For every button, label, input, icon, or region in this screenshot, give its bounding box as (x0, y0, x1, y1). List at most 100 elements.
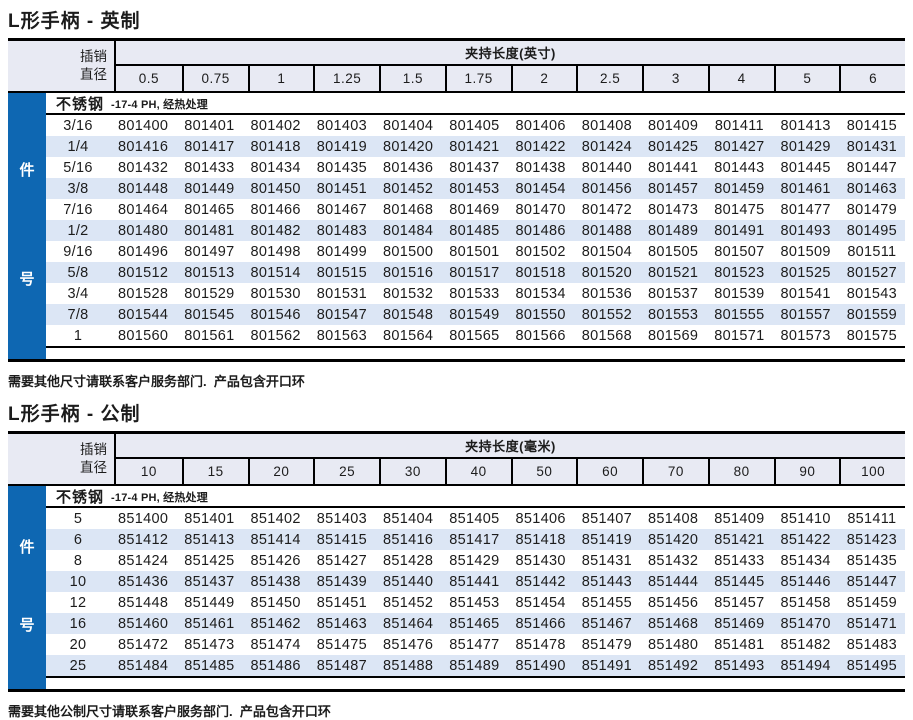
part-number-cell: 851481 (714, 636, 765, 653)
part-number-cell: 801424 (581, 138, 632, 155)
part-number-cell: 851490 (515, 657, 566, 674)
part-number-cell: 801436 (383, 159, 434, 176)
table-rows: 3/16 801400 801401 801402 801403 801404 801405… (46, 115, 905, 346)
part-number-cell: 851454 (515, 594, 566, 611)
pin-header-line1: 插销 (80, 48, 107, 64)
part-number-cell: 801555 (714, 306, 765, 323)
part-number-cell: 801546 (250, 306, 301, 323)
part-number-sidebar: 件 号 (8, 93, 46, 359)
part-number-cell: 851437 (184, 573, 235, 590)
column-header-cell: 70 (642, 459, 708, 484)
part-number-cell: 801512 (118, 264, 169, 281)
part-number-cell: 851420 (648, 531, 699, 548)
part-number-cell: 851426 (250, 552, 301, 569)
part-number-cell: 801544 (118, 306, 169, 323)
part-number-cell: 851418 (515, 531, 566, 548)
footer-note-metric: 需要其他公制尺寸请联系客户服务部门. 产品包含开口环 (8, 704, 331, 719)
clamp-length-header: 夹持长度(英寸) (116, 41, 905, 66)
column-header-cell: 1 (247, 66, 314, 91)
part-number-cell: 801463 (846, 180, 897, 197)
diameter-cell: 5/16 (63, 159, 93, 176)
part-number-cell: 851459 (846, 594, 897, 611)
column-header-cell: 10 (140, 464, 157, 479)
part-number-cell: 851438 (250, 573, 301, 590)
column-header-cell: 40 (444, 459, 511, 484)
part-number-cell: 851477 (449, 636, 500, 653)
part-number-cell: 801420 (383, 138, 434, 155)
metric-section: L形手柄 - 公制 插销 直径 夹持长度(毫米) 10 15 20 25 30 40 50 6… (0, 399, 913, 720)
table-row: 10 851436 851437 851438 851439 851440 851441 85… (46, 571, 905, 592)
part-number-cell: 801434 (250, 159, 301, 176)
part-number-cell: 801422 (515, 138, 566, 155)
part-number-cell: 801495 (846, 222, 897, 239)
part-number-cell: 801573 (780, 327, 831, 344)
part-number-cell: 851457 (714, 594, 765, 611)
diameter-cell: 5 (73, 510, 83, 527)
part-number-cell: 801525 (780, 264, 831, 281)
material-note: -17-4 PH, 经热处理 (111, 491, 208, 504)
part-number-cell: 801517 (449, 264, 500, 281)
part-number-cell: 801564 (383, 327, 434, 344)
part-number-cell: 851414 (250, 531, 301, 548)
table-row: 8 851424 851425 851426 851427 851428 851429 851… (46, 550, 905, 571)
part-number-cell: 851492 (648, 657, 699, 674)
part-number-cell: 801429 (780, 138, 831, 155)
bottom-strip (46, 346, 905, 359)
part-number-cell: 851436 (118, 573, 169, 590)
table-main: 不锈钢 -17-4 PH, 经热处理 5 851400 851401 851402 85… (46, 486, 905, 689)
sidebar-label-jian: 件 (19, 162, 35, 179)
part-number-cell: 801502 (515, 243, 566, 260)
part-number-cell: 801449 (184, 180, 235, 197)
part-number-cell: 851456 (648, 594, 699, 611)
sidebar-label-hao: 号 (19, 271, 35, 288)
column-header-cell: 3 (642, 66, 708, 91)
part-number-cell: 801400 (118, 117, 169, 134)
part-number-cell: 851466 (515, 615, 566, 632)
diameter-cell: 25 (69, 657, 87, 674)
diameter-cell: 9/16 (63, 243, 93, 260)
part-number-cell: 801404 (383, 117, 434, 134)
part-number-cell: 801456 (581, 180, 632, 197)
part-number-cell: 851474 (250, 636, 301, 653)
table-row: 6 851412 851413 851414 851415 851416 851417 851… (46, 529, 905, 550)
part-number-cell: 801500 (383, 243, 434, 260)
part-number-cell: 801518 (515, 264, 566, 281)
part-number-cell: 801417 (184, 138, 235, 155)
part-number-cell: 801488 (581, 222, 632, 239)
length-header-group: 夹持长度(毫米) 10 15 20 25 30 40 50 60 70 80 90 100 (116, 434, 905, 484)
part-number-cell: 801575 (846, 327, 897, 344)
part-number-cell: 801448 (118, 180, 169, 197)
part-number-cell: 801553 (648, 306, 699, 323)
part-number-cell: 801537 (648, 285, 699, 302)
part-number-cell: 851450 (250, 594, 301, 611)
part-number-cell: 801447 (846, 159, 897, 176)
table-row: 7/8 801544 801545 801546 801547 801548 801549 8… (46, 304, 905, 325)
part-number-cell: 801534 (515, 285, 566, 302)
part-number-cell: 851453 (449, 594, 500, 611)
part-number-cell: 851491 (581, 657, 632, 674)
part-number-cell: 851405 (449, 510, 500, 527)
part-number-cell: 851479 (581, 636, 632, 653)
part-number-cell: 801559 (846, 306, 897, 323)
diameter-cell: 1/4 (67, 138, 89, 155)
part-number-cell: 801418 (250, 138, 301, 155)
part-number-cell: 851461 (184, 615, 235, 632)
part-number-cell: 801566 (515, 327, 566, 344)
part-number-cell: 851427 (316, 552, 367, 569)
column-header-cell: 6 (839, 66, 905, 91)
part-number-cell: 801499 (316, 243, 367, 260)
part-number-cell: 851451 (316, 594, 367, 611)
part-number-cell: 851407 (581, 510, 632, 527)
part-number-cell: 851449 (184, 594, 235, 611)
part-number-cell: 801489 (648, 222, 699, 239)
part-number-cell: 801552 (581, 306, 632, 323)
part-number-cell: 801482 (250, 222, 301, 239)
part-number-cell: 851440 (383, 573, 434, 590)
table-header: 插销 直径 夹持长度(毫米) 10 15 20 25 30 40 50 60 70 80 90 100 (8, 434, 905, 486)
part-number-cell: 801562 (250, 327, 301, 344)
part-number-cell: 851443 (581, 573, 632, 590)
part-number-cell: 801451 (316, 180, 367, 197)
table-row: 1/2 801480 801481 801482 801483 801484 801485 8… (46, 220, 905, 241)
diameter-cell: 3/16 (63, 117, 93, 134)
part-number-cell: 851410 (780, 510, 831, 527)
